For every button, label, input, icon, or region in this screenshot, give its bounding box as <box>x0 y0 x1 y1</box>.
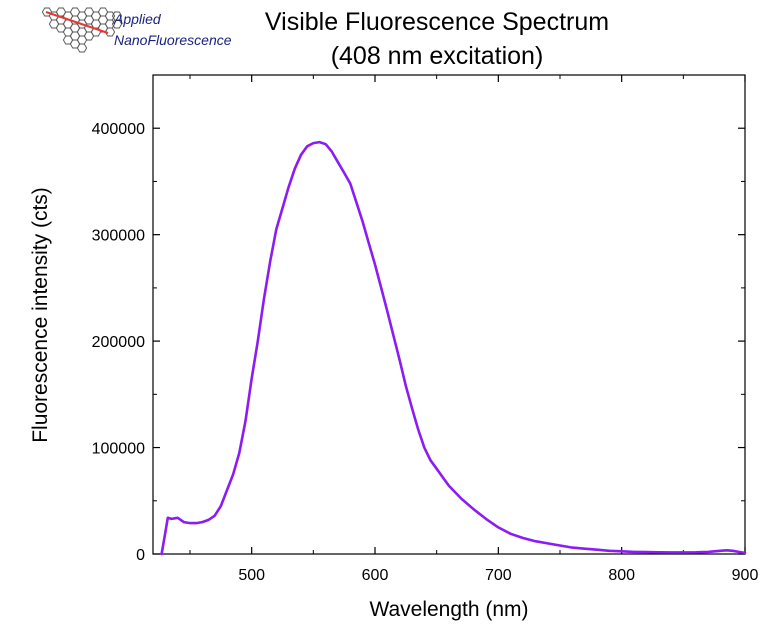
logo-text-applied: Applied <box>113 11 162 27</box>
x-tick-label: 700 <box>485 567 512 584</box>
logo-text-nanofluorescence: NanoFluorescence <box>114 32 232 48</box>
chart-title: Visible Fluorescence Spectrum <box>265 8 609 36</box>
y-axis-label: Fluorescence intensity (cts) <box>29 187 52 443</box>
y-tick-label: 100000 <box>92 441 145 458</box>
logo-stripe <box>45 11 109 34</box>
logo-hexagon <box>76 43 88 53</box>
company-logo: Applied NanoFluorescence <box>41 7 232 53</box>
y-tick-label: 0 <box>136 547 145 564</box>
hexagon-logo-icon <box>41 7 123 53</box>
series-line-fluorescence <box>160 140 747 556</box>
y-axis-ticks: 0 100000 200000 300000 400000 <box>92 74 745 564</box>
x-tick-label: 900 <box>732 567 759 584</box>
chart-subtitle: (408 nm excitation) <box>331 42 544 70</box>
y-tick-label: 300000 <box>92 228 145 245</box>
x-tick-label: 800 <box>608 567 635 584</box>
x-tick-label: 600 <box>362 567 389 584</box>
plot-frame <box>152 74 746 555</box>
x-tick-label: 500 <box>238 567 265 584</box>
x-axis-ticks: 500 600 700 800 900 <box>189 75 759 584</box>
logo-hexagon <box>111 19 123 29</box>
x-axis-label: Wavelength (nm) <box>369 598 528 621</box>
y-tick-label: 200000 <box>92 334 145 351</box>
series-layer <box>160 140 747 556</box>
y-tick-label: 400000 <box>92 121 145 138</box>
